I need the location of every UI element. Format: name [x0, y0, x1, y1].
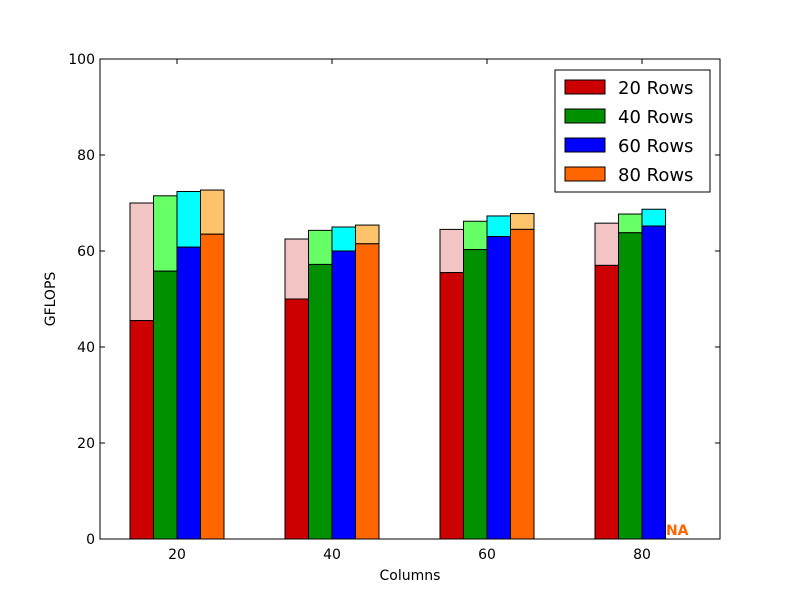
y-tick-label: 60: [77, 244, 95, 260]
legend-swatch: [564, 137, 606, 153]
bar: [463, 249, 488, 540]
na-annotation: NA: [666, 523, 689, 539]
legend: 20 Rows 40 Rows 60 Rows 80 Rows: [554, 69, 711, 193]
legend-swatch: [564, 108, 606, 124]
bar-upper: [153, 195, 178, 272]
bar-upper: [129, 202, 154, 322]
y-axis-label: GFLOPS: [43, 272, 59, 327]
x-axis-label: Columns: [380, 568, 441, 584]
y-tick-label: 0: [86, 532, 95, 548]
bars-layer: [129, 189, 666, 540]
legend-label: 80 Rows: [618, 165, 693, 186]
bar-upper: [200, 189, 225, 235]
bar-upper: [439, 228, 464, 274]
bar: [308, 263, 333, 540]
bar-upper: [463, 220, 488, 251]
bar: [331, 250, 356, 540]
bar-upper: [594, 222, 619, 266]
x-tick-label: 40: [323, 547, 341, 563]
bar-upper: [331, 226, 356, 252]
bar: [641, 225, 666, 540]
annotations-layer: NA: [666, 523, 689, 539]
legend-label: 60 Rows: [618, 136, 693, 157]
legend-label: 20 Rows: [618, 78, 693, 99]
bar-upper: [308, 229, 333, 265]
bar-upper: [618, 213, 643, 234]
bar-upper: [486, 215, 511, 238]
x-tick-label: 20: [168, 547, 186, 563]
bar: [355, 243, 380, 540]
bar: [594, 264, 619, 540]
legend-swatch: [564, 79, 606, 95]
bar: [439, 272, 464, 540]
legend-swatch: [564, 166, 606, 182]
y-tick-label: 80: [77, 148, 95, 164]
bar: [200, 233, 225, 540]
bar: [176, 246, 201, 540]
bar: [486, 236, 511, 540]
bar-upper: [176, 190, 201, 248]
bar-upper: [284, 238, 309, 300]
bar-upper: [355, 224, 380, 245]
bar-upper: [510, 213, 535, 230]
y-tick-label: 100: [68, 52, 95, 68]
legend-label: 40 Rows: [618, 107, 693, 128]
bar: [510, 228, 535, 540]
y-tick-label: 40: [77, 340, 95, 356]
ticks-layer: 0 20 40 60 80 100 20 40 60 80: [68, 52, 720, 563]
bar: [618, 232, 643, 540]
x-tick-label: 80: [633, 547, 651, 563]
plot-frame: [99, 58, 721, 540]
x-tick-label: 60: [478, 547, 496, 563]
bar-upper: [641, 208, 666, 227]
bar: [129, 320, 154, 540]
bar: [284, 298, 309, 540]
bar: [153, 270, 178, 540]
y-tick-label: 20: [77, 436, 95, 452]
